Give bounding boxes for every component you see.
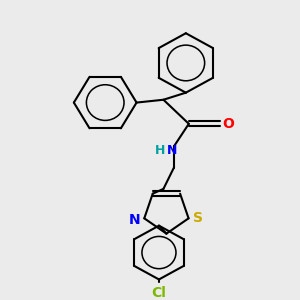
Text: N: N: [167, 144, 178, 157]
Text: S: S: [193, 211, 203, 225]
Text: H: H: [155, 144, 166, 157]
Text: O: O: [223, 117, 234, 131]
Text: Cl: Cl: [152, 286, 166, 300]
Text: N: N: [129, 213, 141, 227]
